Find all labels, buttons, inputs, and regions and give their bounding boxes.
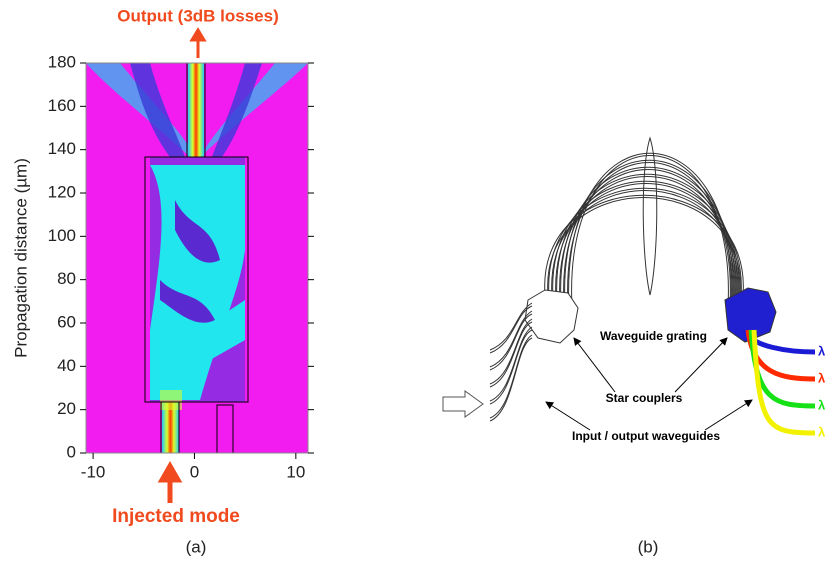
x-tick-label: 10 bbox=[286, 462, 305, 481]
x-tick-label: 0 bbox=[190, 462, 199, 481]
couplers-label: Star couplers bbox=[606, 391, 683, 405]
io-label: Input / output waveguides bbox=[572, 429, 720, 443]
input-arrow bbox=[162, 466, 178, 503]
y-tick-label: 80 bbox=[57, 269, 76, 288]
grating-waveguide bbox=[565, 160, 734, 305]
wavelength-label: λ bbox=[818, 370, 825, 385]
y-tick-label: 100 bbox=[48, 226, 76, 245]
y-tick-label: 60 bbox=[57, 312, 76, 331]
y-axis-label: Propagation distance (µm) bbox=[11, 158, 30, 358]
grating-waveguide bbox=[572, 156, 729, 308]
y-tick-label: 20 bbox=[57, 399, 76, 418]
y-tick-label: 0 bbox=[67, 442, 76, 461]
caption-a: (a) bbox=[186, 537, 207, 556]
y-tick-label: 180 bbox=[48, 52, 76, 71]
wavelength-label: λ bbox=[818, 397, 825, 412]
field-map bbox=[86, 63, 308, 453]
y-tick-label: 160 bbox=[48, 96, 76, 115]
y-tick-label: 40 bbox=[57, 356, 76, 375]
io-waveguide bbox=[490, 338, 532, 421]
figure: 0 20 40 60 80 100 120 140 160 180 -10 0 10 Propagati… bbox=[0, 0, 825, 562]
injected-label: Injected mode bbox=[112, 506, 240, 527]
input-arrow-b bbox=[443, 391, 483, 417]
y-tick-label: 140 bbox=[48, 139, 76, 158]
wavelength-label: λ bbox=[818, 424, 825, 439]
grating-waveguide bbox=[552, 191, 739, 298]
grating-label: Waveguide grating bbox=[600, 329, 707, 343]
wavelength-label: λ bbox=[818, 343, 825, 358]
grating-waveguide bbox=[557, 174, 738, 301]
output-arrow bbox=[192, 30, 204, 58]
grating-ellipse bbox=[643, 138, 657, 295]
star-coupler-left bbox=[525, 290, 578, 343]
y-tick-label: 120 bbox=[48, 182, 76, 201]
pointer-arrows bbox=[546, 338, 752, 430]
caption-b: (b) bbox=[638, 537, 659, 556]
output-label: Output (3dB losses) bbox=[117, 6, 279, 25]
x-tick-label: -10 bbox=[81, 462, 106, 481]
